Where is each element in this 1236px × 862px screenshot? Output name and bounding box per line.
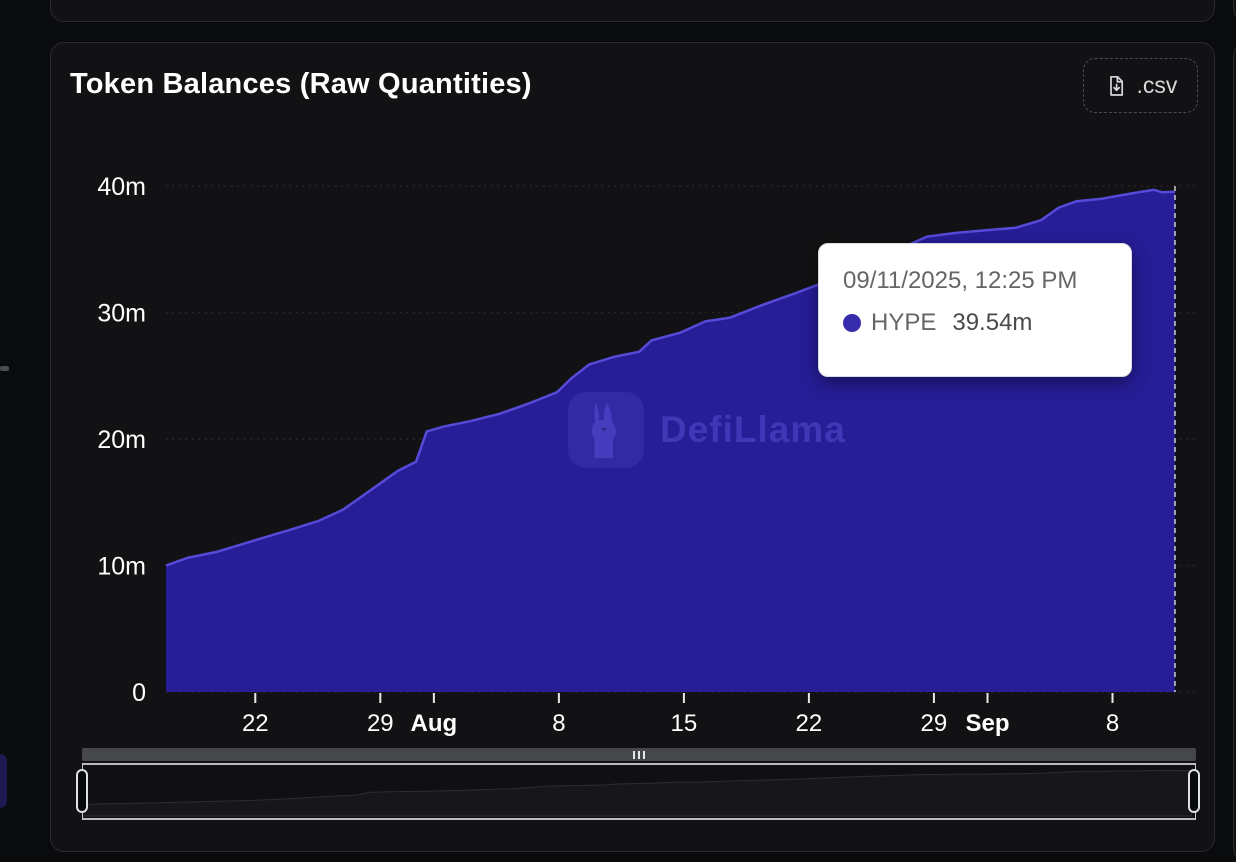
series-color-dot [843, 314, 861, 332]
datazoom-track[interactable] [82, 748, 1196, 761]
csv-download-button[interactable]: .csv [1083, 58, 1198, 113]
tooltip-date: 09/11/2025, 12:25 PM [843, 267, 1078, 294]
chart-tooltip: 09/11/2025, 12:25 PM HYPE 39.54m [818, 243, 1132, 377]
drag-grip-icon [643, 750, 645, 759]
download-file-icon [1109, 75, 1123, 96]
left-card-sliver [0, 754, 7, 808]
datazoom-preview[interactable] [82, 763, 1196, 820]
drag-grip-icon [638, 750, 640, 759]
tooltip-series-value: 39.54m [952, 309, 1033, 336]
token-balances-card [50, 42, 1215, 852]
datazoom-right-handle[interactable] [1188, 769, 1200, 813]
csv-button-label: .csv [1136, 72, 1178, 98]
datazoom-preview-series [82, 769, 1192, 817]
datazoom-left-handle[interactable] [76, 769, 88, 813]
adjacent-card-above [50, 0, 1215, 22]
tooltip-series-name: HYPE [871, 309, 937, 336]
tooltip-series-row: HYPE 39.54m [843, 309, 1107, 337]
drag-grip-icon [633, 750, 635, 759]
preview-area [82, 769, 1192, 817]
chart-title: Token Balances (Raw Quantities) [70, 68, 532, 100]
page-scrollbar-notch[interactable] [0, 366, 9, 371]
